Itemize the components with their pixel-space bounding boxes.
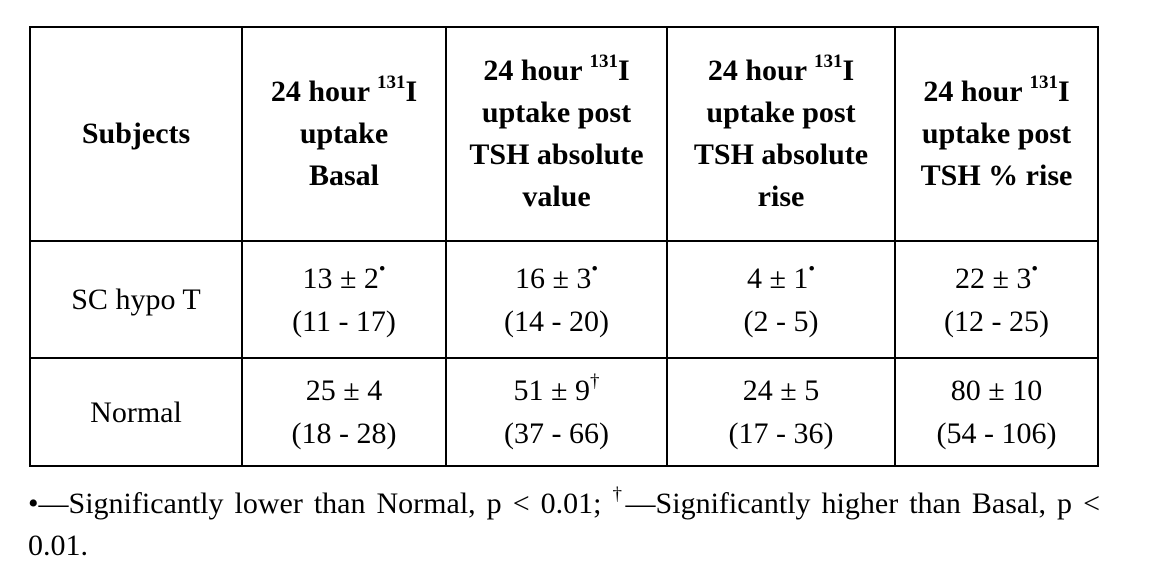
value-cell: 4 ± 1• (2 - 5) [666, 240, 896, 359]
results-table: Subjects 24 hour 131I uptake Basal 24 ho… [29, 26, 1099, 467]
value-cell: 25 ± 4 (18 - 28) [241, 357, 447, 467]
header-post-tsh-absolute-rise: 24 hour 131I uptake post TSH absolute ri… [666, 26, 896, 242]
lower-marker-bullet: • [28, 487, 39, 520]
value-cell: 22 ± 3• (12 - 25) [894, 240, 1099, 359]
value-cell: 13 ± 2• (11 - 17) [241, 240, 447, 359]
subject-cell: SC hypo T [29, 240, 243, 359]
header-post-tsh-percent-rise: 24 hour 131I uptake post TSH % rise [894, 26, 1099, 242]
header-row: Subjects 24 hour 131I uptake Basal 24 ho… [29, 26, 1099, 242]
value-cell: 24 ± 5 (17 - 36) [666, 357, 896, 467]
value-cell: 51 ± 9† (37 - 66) [445, 357, 668, 467]
table-row: Normal 25 ± 4 (18 - 28) 51 ± 9† (37 - 66… [29, 357, 1099, 467]
table-footnote: •—Significantly lower than Normal, p < 0… [28, 483, 1100, 567]
table-row: SC hypo T 13 ± 2• (11 - 17) 16 ± 3• (14 … [29, 240, 1099, 359]
footnote-lower-text: —Significantly lower than Normal, p < 0.… [38, 487, 613, 520]
value-cell: 16 ± 3• (14 - 20) [445, 240, 668, 359]
footnote-higher-text: —Significantly higher than Basal, p < 0.… [28, 487, 1101, 562]
header-basal-uptake: 24 hour 131I uptake Basal [241, 26, 447, 242]
value-cell: 80 ± 10 (54 - 106) [894, 357, 1099, 467]
subject-cell: Normal [29, 357, 243, 467]
higher-marker-dagger: † [612, 484, 626, 505]
header-subjects: Subjects [29, 26, 243, 242]
header-post-tsh-absolute-value: 24 hour 131I uptake post TSH absolute va… [445, 26, 668, 242]
